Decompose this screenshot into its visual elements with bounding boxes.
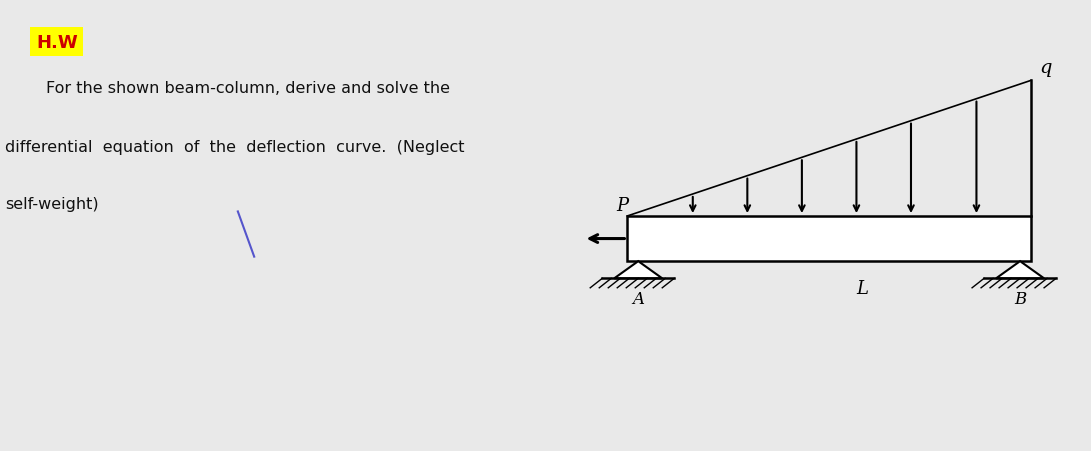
Text: q: q xyxy=(1040,59,1052,77)
Text: A: A xyxy=(633,291,644,308)
Text: For the shown beam-column, derive and solve the: For the shown beam-column, derive and so… xyxy=(5,81,451,96)
Text: H.W: H.W xyxy=(36,34,77,52)
Text: L: L xyxy=(856,280,867,298)
Text: P: P xyxy=(615,196,628,214)
Bar xyxy=(627,216,1031,262)
Polygon shape xyxy=(614,262,662,279)
Text: B: B xyxy=(1014,291,1027,308)
Text: self-weight): self-weight) xyxy=(5,196,99,211)
Polygon shape xyxy=(996,262,1044,279)
Text: differential  equation  of  the  deflection  curve.  (Neglect: differential equation of the deflection … xyxy=(5,140,465,155)
